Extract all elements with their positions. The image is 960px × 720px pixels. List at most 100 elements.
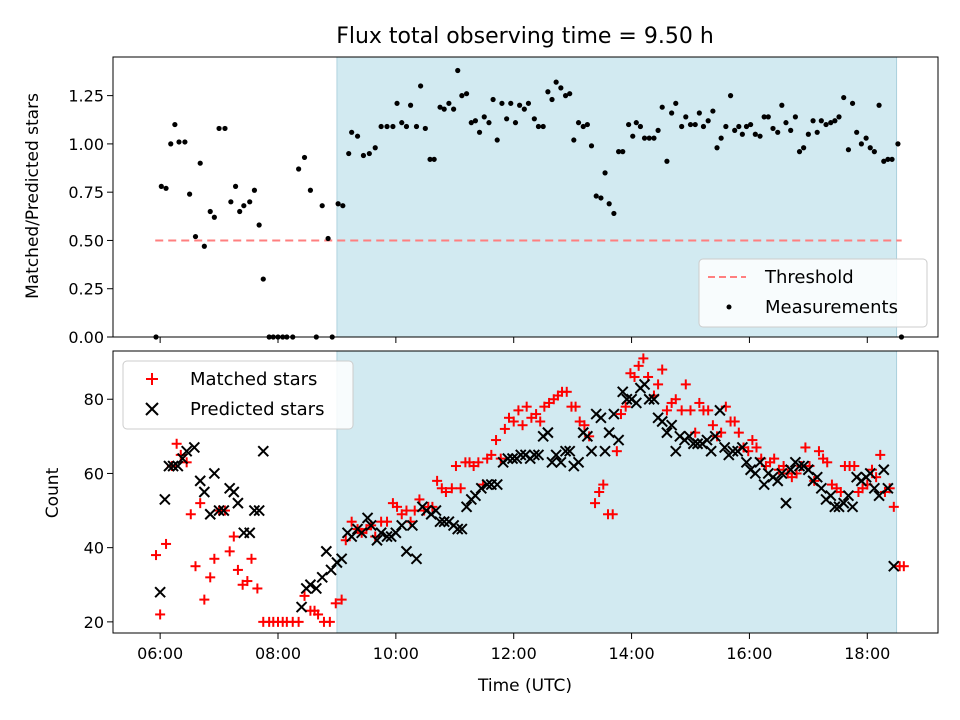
measurement-point: [407, 102, 414, 108]
matched-star-point: [293, 616, 304, 627]
predicted-star-point: [617, 386, 629, 398]
measurement-point: [788, 127, 794, 133]
measurement-point: [535, 123, 542, 130]
matched-star-point: [224, 546, 235, 557]
matched-star-point: [657, 364, 668, 375]
measurement-point: [783, 120, 789, 126]
measurement-point: [641, 135, 648, 141]
measurement-point: [761, 114, 767, 120]
bottom-legend-box: [122, 360, 354, 430]
measurement-point: [692, 121, 698, 128]
matched-star-point: [195, 498, 206, 509]
measurement-point: [335, 201, 341, 207]
y-tick-label: 0.50: [68, 231, 104, 250]
predicted-star-point: [159, 493, 171, 506]
matched-star-point: [151, 550, 162, 561]
matched-star-point: [813, 446, 824, 457]
y-tick-label: 40: [84, 539, 104, 558]
top-legend-box: [698, 258, 928, 328]
predicted-star-point: [430, 504, 442, 517]
measurements-points: [153, 67, 905, 340]
measurement-point: [241, 203, 247, 209]
measurement-point: [468, 120, 474, 126]
predicted-star-point: [452, 523, 464, 535]
predicted-star-point: [381, 530, 393, 543]
measurement-point: [727, 93, 734, 99]
measurement-point: [620, 149, 626, 155]
y-tick-label: 1.25: [68, 87, 104, 106]
matched-star-point: [703, 405, 714, 416]
matched-star-point: [594, 487, 605, 497]
measurement-point: [823, 121, 829, 128]
predicted-star-point: [502, 452, 514, 465]
predicted-star-point: [248, 504, 261, 517]
predicted-star-point: [325, 564, 337, 576]
matched-star-point: [455, 483, 466, 494]
predicted-star-point: [842, 490, 855, 502]
measurement-point: [743, 123, 750, 130]
measurement-point: [197, 160, 203, 166]
measurement-point: [659, 104, 665, 110]
predicted-star-point: [345, 530, 358, 543]
measurement-point: [752, 131, 758, 137]
measurement-point: [201, 243, 207, 249]
predicted-star-point: [390, 527, 402, 539]
predicted-star-point: [546, 456, 558, 469]
top-panel: 0.00 0.25 0.50 0.75 1.00 1.25 Matched/Predict…: [23, 56, 939, 347]
measurement-point: [630, 133, 636, 139]
predicted-star-point: [780, 497, 792, 509]
measurement-point: [207, 208, 213, 215]
measurement-point: [158, 183, 164, 189]
predicted-star-point: [355, 527, 368, 539]
predicted-star-point: [400, 545, 413, 558]
matched-star-point: [171, 438, 182, 449]
top-legend: Threshold Measurements: [698, 258, 928, 328]
matched-star-point: [653, 379, 664, 390]
x-tick-label: 06:00: [137, 644, 183, 663]
y-tick-label: 0.00: [68, 328, 104, 347]
measurement-point: [841, 94, 847, 101]
predicted-star-point: [714, 404, 726, 417]
predicted-star-point: [740, 456, 753, 469]
predicted-star-point: [705, 445, 717, 457]
predicted-star-point: [410, 553, 423, 565]
measurement-point: [588, 143, 595, 149]
measurement-point: [340, 203, 346, 209]
predicted-star-point: [365, 519, 377, 532]
matched-star-point: [517, 420, 528, 431]
top-y-ticks: 0.00 0.25 0.50 0.75 1.00 1.25: [68, 87, 113, 347]
predicted-star-point: [316, 571, 328, 584]
predicted-star-point: [595, 412, 607, 424]
y-tick-label: 80: [84, 390, 104, 409]
y-tick-label: 1.00: [68, 135, 104, 154]
predicted-star-point: [542, 426, 554, 439]
matched-star-point: [733, 427, 744, 438]
predicted-star-point: [838, 497, 850, 509]
measurement-point: [801, 145, 807, 151]
matched-star-point: [521, 401, 532, 412]
matched-star-point: [508, 416, 519, 427]
measurement-point: [455, 67, 461, 74]
predicted-star-point: [218, 504, 230, 517]
predicted-star-point: [532, 449, 545, 461]
predicted-star-point: [475, 482, 488, 494]
measurement-point: [490, 96, 496, 103]
chart-title: Flux total observing time = 9.50 h: [336, 24, 714, 49]
predicted-star-point: [167, 460, 179, 472]
measurement-point: [765, 114, 771, 120]
predicted-star-point: [180, 445, 193, 457]
predicted-star-point: [661, 426, 673, 439]
predicted-star-point: [491, 478, 503, 491]
measurement-point: [216, 125, 222, 132]
measurement-point: [562, 93, 569, 99]
predicted-star-point: [371, 534, 383, 546]
matched-star-point: [898, 561, 909, 572]
predicted-star-point: [257, 445, 269, 457]
measurement-point: [598, 195, 604, 201]
measurement-point: [854, 129, 860, 135]
measurement-point: [876, 102, 882, 108]
matched-star-point: [513, 405, 524, 416]
measurement-point: [459, 93, 465, 99]
measurement-point: [858, 141, 864, 147]
